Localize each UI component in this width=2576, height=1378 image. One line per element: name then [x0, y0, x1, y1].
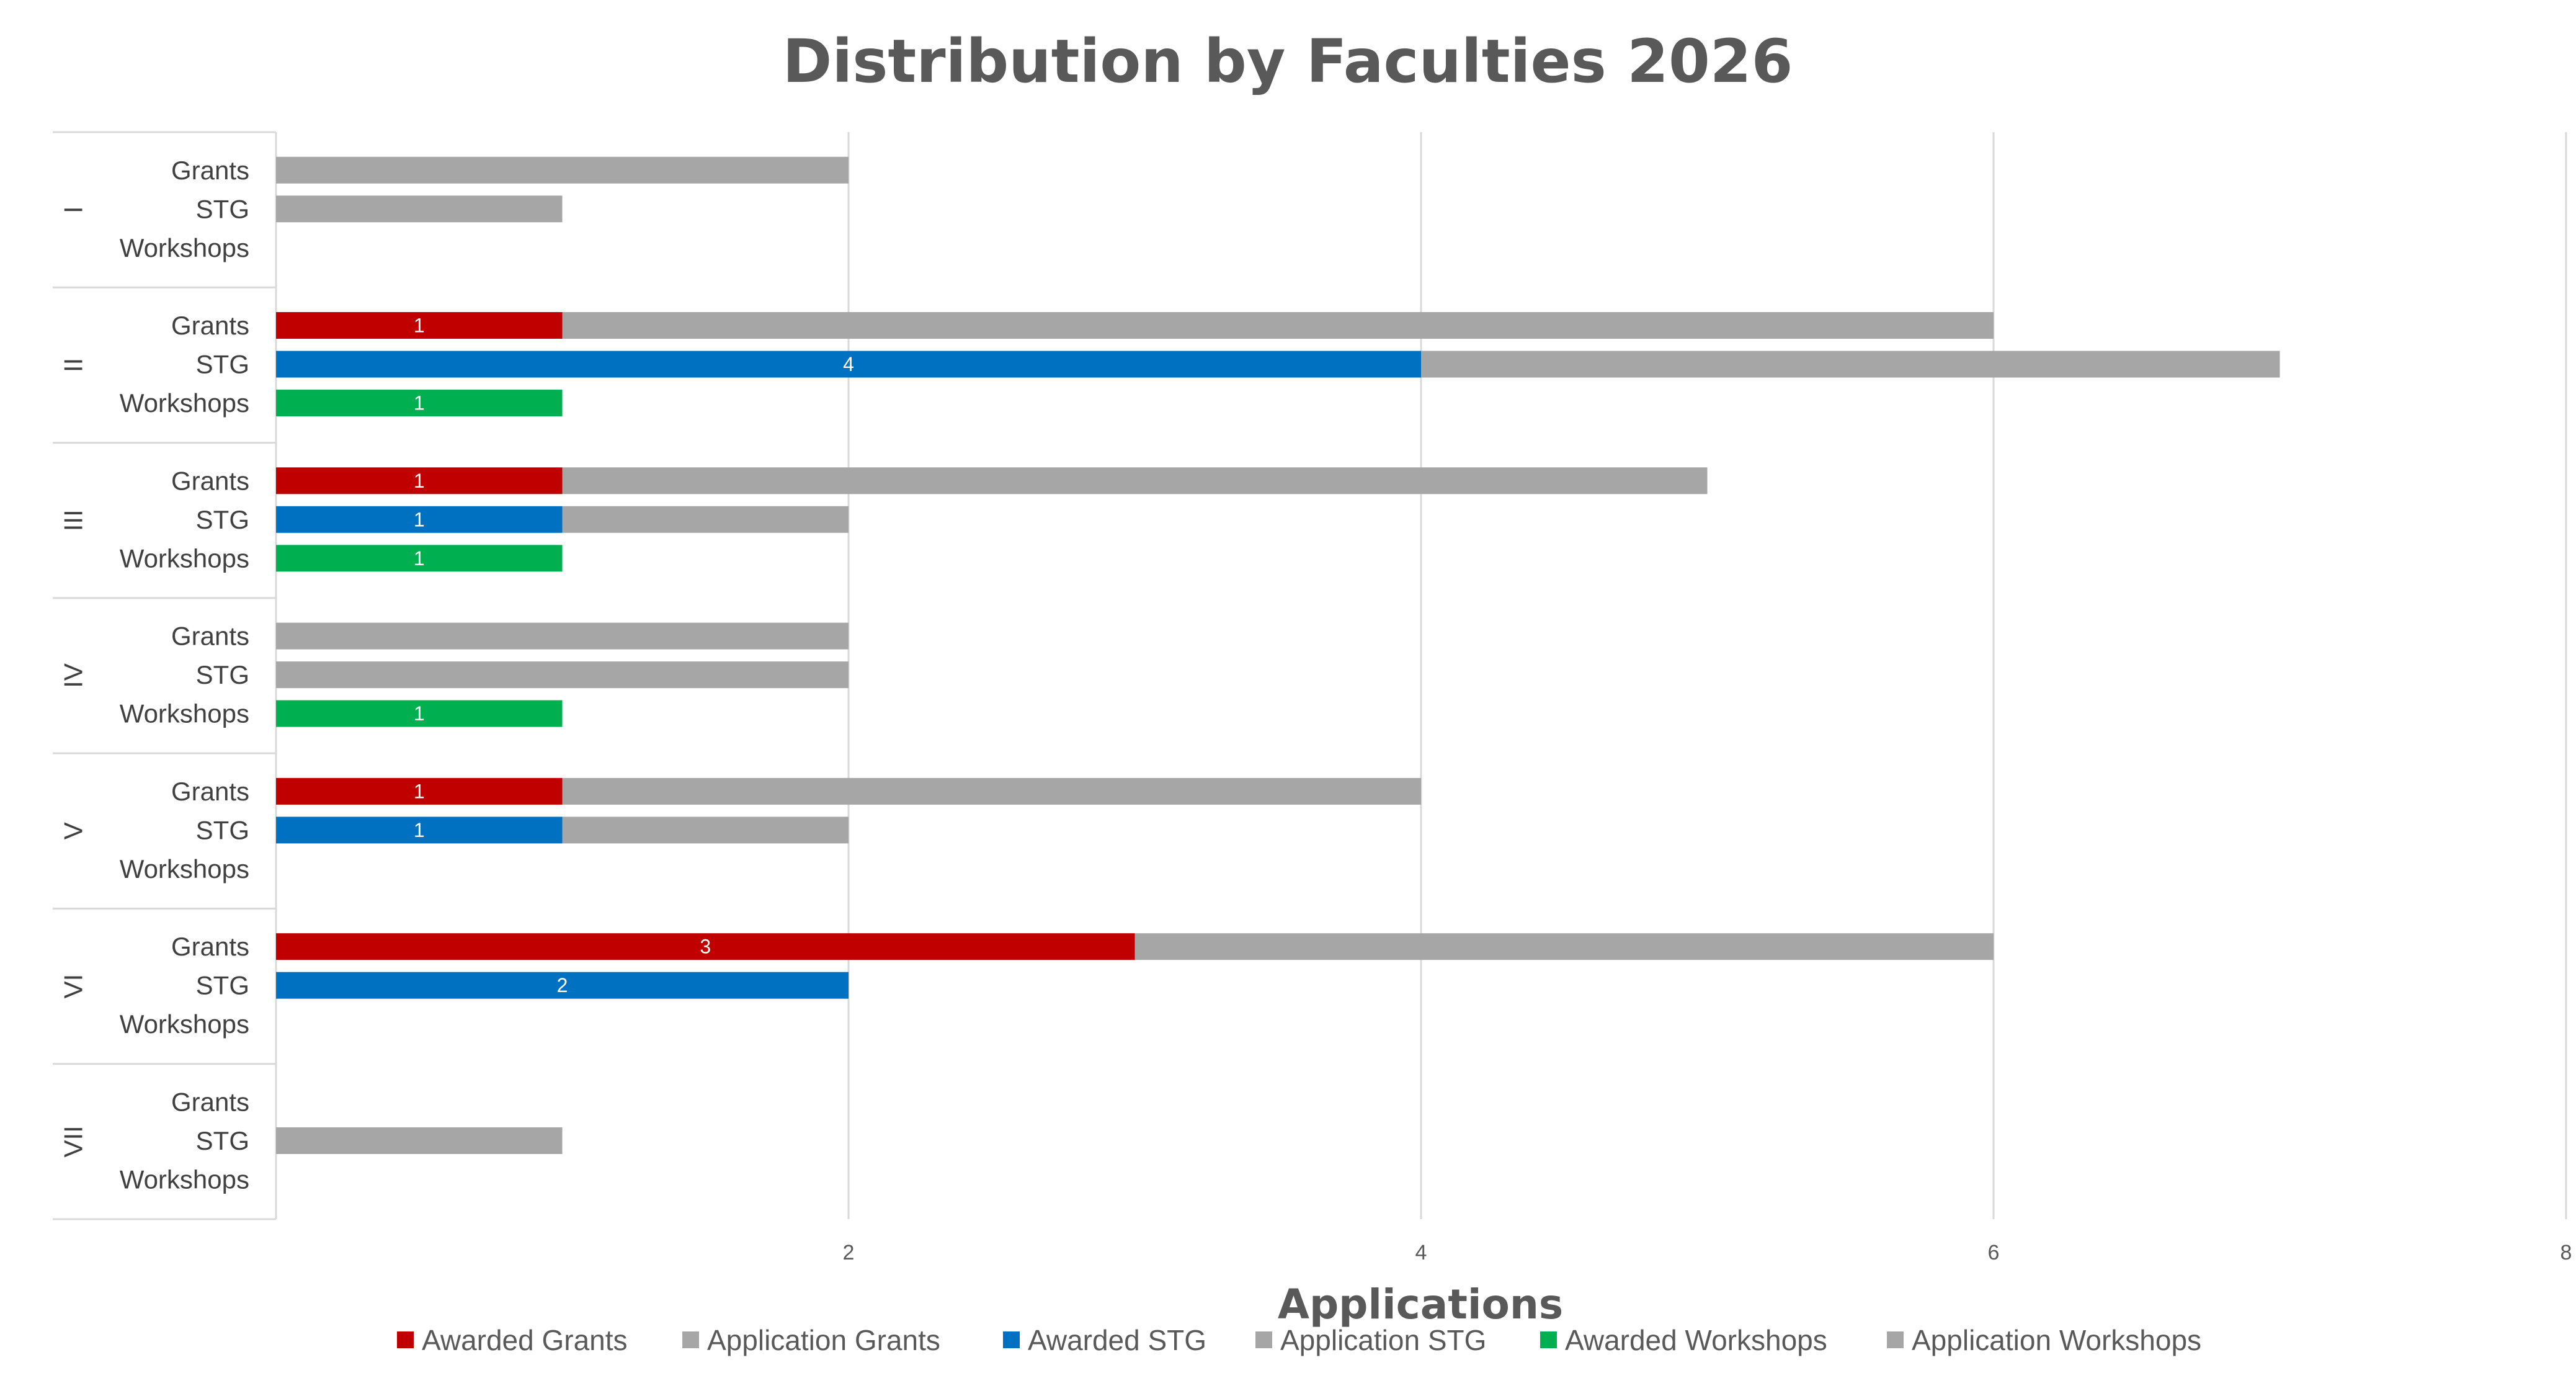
- category-label: STG: [196, 505, 249, 534]
- data-label: 1: [414, 315, 425, 337]
- data-label: 2: [557, 974, 568, 996]
- category-label: Workshops: [120, 233, 249, 262]
- bar-awarded-stg: [276, 817, 563, 844]
- legend-label: Awarded STG: [1028, 1324, 1206, 1356]
- x-tick-label: 6: [1988, 1241, 2000, 1264]
- category-label: Grants: [171, 311, 249, 340]
- bar-awarded-stg: [276, 972, 849, 999]
- data-label: 1: [414, 780, 425, 802]
- bar-application-grants: [562, 467, 1708, 494]
- data-label: 3: [700, 936, 711, 958]
- category-label: Grants: [171, 622, 249, 651]
- group-label-III: III: [59, 509, 88, 531]
- category-label: Workshops: [120, 1165, 249, 1194]
- category-label: Workshops: [120, 854, 249, 884]
- category-label: STG: [196, 660, 249, 689]
- category-label: STG: [196, 815, 249, 844]
- category-label: Grants: [171, 932, 249, 961]
- group-label-V: V: [59, 822, 88, 839]
- data-label: 1: [414, 508, 425, 530]
- data-label: 1: [414, 702, 425, 725]
- legend-label: Application STG: [1280, 1324, 1486, 1356]
- bar-application-stg: [562, 817, 849, 844]
- bar-awarded-workshops: [276, 390, 563, 417]
- category-label: STG: [196, 971, 249, 1000]
- x-tick-label: 4: [1415, 1241, 1427, 1264]
- chart-title: Distribution by Faculties 2026: [783, 27, 1793, 96]
- bar-application-grants: [276, 156, 849, 184]
- group-label-VI: VI: [59, 974, 88, 999]
- category-label: Workshops: [120, 544, 249, 573]
- legend: Awarded Grants Application Grants Awarded …: [397, 1324, 2201, 1356]
- bar-application-grants: [276, 622, 849, 650]
- category-label: Workshops: [120, 1009, 249, 1039]
- legend-label: Awarded Workshops: [1565, 1324, 1827, 1356]
- legend-label: Awarded Grants: [422, 1324, 628, 1356]
- category-label: Workshops: [120, 388, 249, 418]
- category-label: Grants: [171, 156, 249, 185]
- bar-application-grants: [562, 312, 1994, 339]
- bar-application-grants: [562, 777, 1421, 805]
- category-label: STG: [196, 1126, 249, 1155]
- x-axis-ticks: 2 4 6 8: [843, 1241, 2572, 1264]
- category-label: STG: [196, 350, 249, 379]
- bar-awarded-grants: [276, 777, 563, 805]
- legend-swatch: [397, 1331, 414, 1348]
- bar-application-grants: [1134, 933, 1994, 960]
- group-label-IV: IV: [59, 663, 88, 688]
- bar-awarded-grants: [276, 312, 563, 339]
- category-axis: I Grants STG Workshops II Grants STG Workshops I…: [53, 131, 277, 1220]
- data-label: 1: [414, 819, 425, 841]
- bar-application-stg: [276, 661, 849, 689]
- bar-awarded-workshops: [276, 700, 563, 727]
- bars: [276, 156, 2280, 1154]
- bar-application-stg: [1421, 351, 2280, 378]
- bar-awarded-grants: [276, 933, 1135, 960]
- category-label: Grants: [171, 777, 249, 806]
- legend-swatch: [1255, 1331, 1272, 1348]
- data-labels: 1 4 1 1 1 1 1 1 1 3 2: [414, 315, 854, 997]
- group-label-II: II: [59, 358, 88, 372]
- category-label: Grants: [171, 466, 249, 495]
- category-label: STG: [196, 194, 249, 223]
- bar-awarded-workshops: [276, 545, 563, 572]
- legend-label: Application Workshops: [1912, 1324, 2201, 1356]
- bar-application-stg: [562, 506, 849, 533]
- category-label: Grants: [171, 1087, 249, 1116]
- legend-swatch: [1003, 1331, 1020, 1348]
- group-label-I: I: [59, 206, 88, 213]
- category-label: Workshops: [120, 699, 249, 728]
- data-label: 1: [414, 547, 425, 570]
- bar-awarded-stg: [276, 351, 1421, 378]
- data-label: 1: [414, 392, 425, 414]
- bar-awarded-stg: [276, 506, 563, 533]
- group-label-VII: VII: [59, 1125, 88, 1157]
- legend-swatch: [682, 1331, 699, 1348]
- bar-application-stg: [276, 1127, 563, 1154]
- legend-swatch: [1887, 1331, 1904, 1348]
- x-tick-label: 2: [843, 1241, 855, 1264]
- bar-application-stg: [276, 195, 563, 223]
- x-axis-title: Applications: [1278, 1281, 1563, 1328]
- data-label: 4: [843, 353, 854, 375]
- legend-swatch: [1540, 1331, 1557, 1348]
- bar-awarded-grants: [276, 467, 563, 494]
- x-tick-label: 8: [2560, 1241, 2572, 1264]
- data-label: 1: [414, 470, 425, 492]
- legend-label: Application Grants: [707, 1324, 940, 1356]
